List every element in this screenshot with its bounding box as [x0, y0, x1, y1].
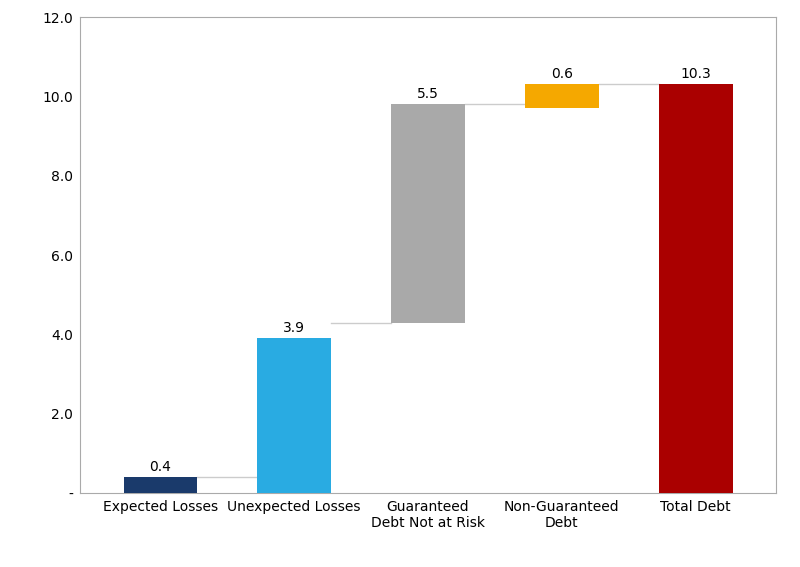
- Text: 0.4: 0.4: [150, 460, 171, 474]
- Bar: [391, 104, 465, 323]
- Text: 0.6: 0.6: [551, 67, 573, 81]
- Text: 3.9: 3.9: [283, 321, 305, 335]
- Text: 10.3: 10.3: [680, 67, 711, 81]
- Bar: [659, 84, 733, 493]
- Bar: [525, 84, 598, 108]
- Text: 5.5: 5.5: [417, 87, 439, 101]
- Bar: [123, 477, 197, 493]
- Bar: [258, 338, 331, 493]
